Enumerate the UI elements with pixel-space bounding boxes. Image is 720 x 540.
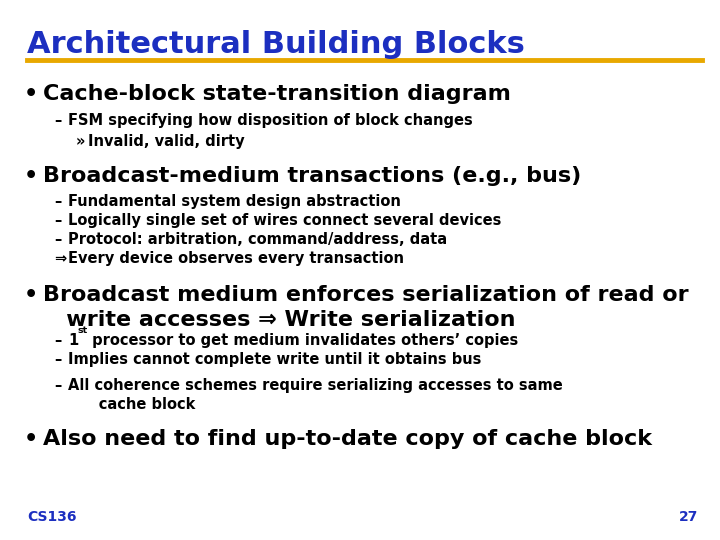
Text: Fundamental system design abstraction: Fundamental system design abstraction [68, 194, 401, 210]
Text: –: – [54, 232, 61, 247]
Text: –: – [54, 194, 61, 210]
Text: –: – [54, 333, 61, 348]
Text: –: – [54, 213, 61, 228]
Text: Broadcast medium enforces serialization of read or
   write accesses ⇒ Write ser: Broadcast medium enforces serialization … [43, 285, 689, 330]
Text: Invalid, valid, dirty: Invalid, valid, dirty [88, 134, 245, 149]
Text: •: • [24, 166, 38, 186]
Text: Protocol: arbitration, command/address, data: Protocol: arbitration, command/address, … [68, 232, 448, 247]
Text: Architectural Building Blocks: Architectural Building Blocks [27, 30, 525, 59]
Text: All coherence schemes require serializing accesses to same
      cache block: All coherence schemes require serializin… [68, 378, 563, 411]
Text: 1: 1 [68, 333, 78, 348]
Text: •: • [24, 84, 38, 104]
Text: Also need to find up-to-date copy of cache block: Also need to find up-to-date copy of cac… [43, 429, 652, 449]
Text: FSM specifying how disposition of block changes: FSM specifying how disposition of block … [68, 113, 473, 129]
Text: •: • [24, 285, 38, 305]
Text: processor to get medium invalidates others’ copies: processor to get medium invalidates othe… [87, 333, 518, 348]
Text: CS136: CS136 [27, 510, 77, 524]
Text: Cache-block state-transition diagram: Cache-block state-transition diagram [43, 84, 511, 104]
Text: Implies cannot complete write until it obtains bus: Implies cannot complete write until it o… [68, 352, 482, 367]
Text: Every device observes every transaction: Every device observes every transaction [68, 251, 405, 266]
Text: 27: 27 [679, 510, 698, 524]
Text: ⇒: ⇒ [54, 251, 66, 266]
Text: Broadcast-medium transactions (e.g., bus): Broadcast-medium transactions (e.g., bus… [43, 166, 582, 186]
Text: •: • [24, 429, 38, 449]
Text: –: – [54, 378, 61, 393]
Text: Logically single set of wires connect several devices: Logically single set of wires connect se… [68, 213, 502, 228]
Text: –: – [54, 352, 61, 367]
Text: st: st [77, 326, 87, 335]
Text: »: » [76, 134, 85, 149]
Text: –: – [54, 113, 61, 129]
